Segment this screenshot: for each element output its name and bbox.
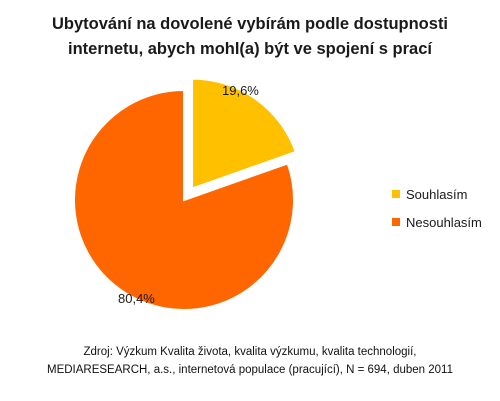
legend: Souhlasím Nesouhlasím [392, 180, 482, 236]
pie-slices [73, 77, 298, 311]
pie-slice-nesouhlasim [73, 88, 295, 311]
chart-title-line-1: Ubytování na dovolené vybírám podle dost… [51, 15, 449, 33]
pie-slice-souhlasim [191, 77, 298, 190]
source-line-2: MEDIARESEARCH, a.s., internetová populac… [46, 364, 453, 376]
source-line-1: Zdroj: Výzkum Kvalita života, kvalita vý… [83, 346, 417, 358]
legend-item-nesouhlasim: Nesouhlasím [392, 208, 482, 236]
legend-label-souhlasim: Souhlasím [406, 186, 468, 202]
legend-item-souhlasim: Souhlasím [392, 180, 482, 208]
legend-label-nesouhlasim: Nesouhlasím [406, 214, 482, 230]
data-label-souhlasim: 19,6% [222, 83, 259, 98]
data-label-nesouhlasim: 80,4% [118, 291, 155, 306]
pie-data-labels: 19,6% 80,4% [118, 83, 259, 306]
chart-title: Ubytování na dovolené vybírám podle dost… [0, 12, 500, 62]
legend-swatch-nesouhlasim [392, 218, 400, 226]
chart-title-line-2: internetu, abych mohl(a) být ve spojení … [68, 40, 432, 58]
legend-swatch-souhlasim [392, 190, 400, 198]
source-note: Zdroj: Výzkum Kvalita života, kvalita vý… [0, 343, 500, 379]
